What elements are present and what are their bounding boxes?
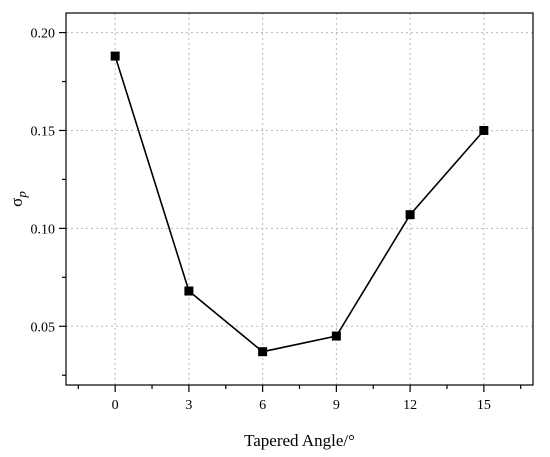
y-axis-title-symbol: σ <box>7 198 26 207</box>
data-series <box>110 51 489 357</box>
x-axis-title: Tapered Angle/° <box>244 431 355 450</box>
x-tick-label: 12 <box>403 398 417 413</box>
y-tick-label: 0.10 <box>31 222 56 237</box>
data-point <box>258 347 268 357</box>
axis-ticks: 0 3 6 9 12 15 0.05 0.10 0.15 0.20 <box>31 27 522 413</box>
data-point <box>331 331 341 341</box>
series-line <box>114 55 485 353</box>
x-tick-label: 0 <box>112 398 119 413</box>
y-axis-title-subscript: p <box>14 191 29 199</box>
x-tick-label: 3 <box>185 398 192 413</box>
grid-lines <box>66 13 533 385</box>
data-point <box>110 51 120 61</box>
y-tick-label: 0.15 <box>31 124 56 139</box>
x-tick-label: 15 <box>477 398 491 413</box>
data-point <box>479 125 489 135</box>
y-axis-title: σp <box>7 191 29 207</box>
x-tick-label: 6 <box>259 398 266 413</box>
data-point <box>184 286 194 296</box>
plot-frame <box>65 12 534 386</box>
x-tick-label: 9 <box>333 398 340 413</box>
y-tick-label: 0.05 <box>31 320 56 335</box>
y-tick-label: 0.20 <box>31 27 56 42</box>
data-point <box>405 210 415 220</box>
